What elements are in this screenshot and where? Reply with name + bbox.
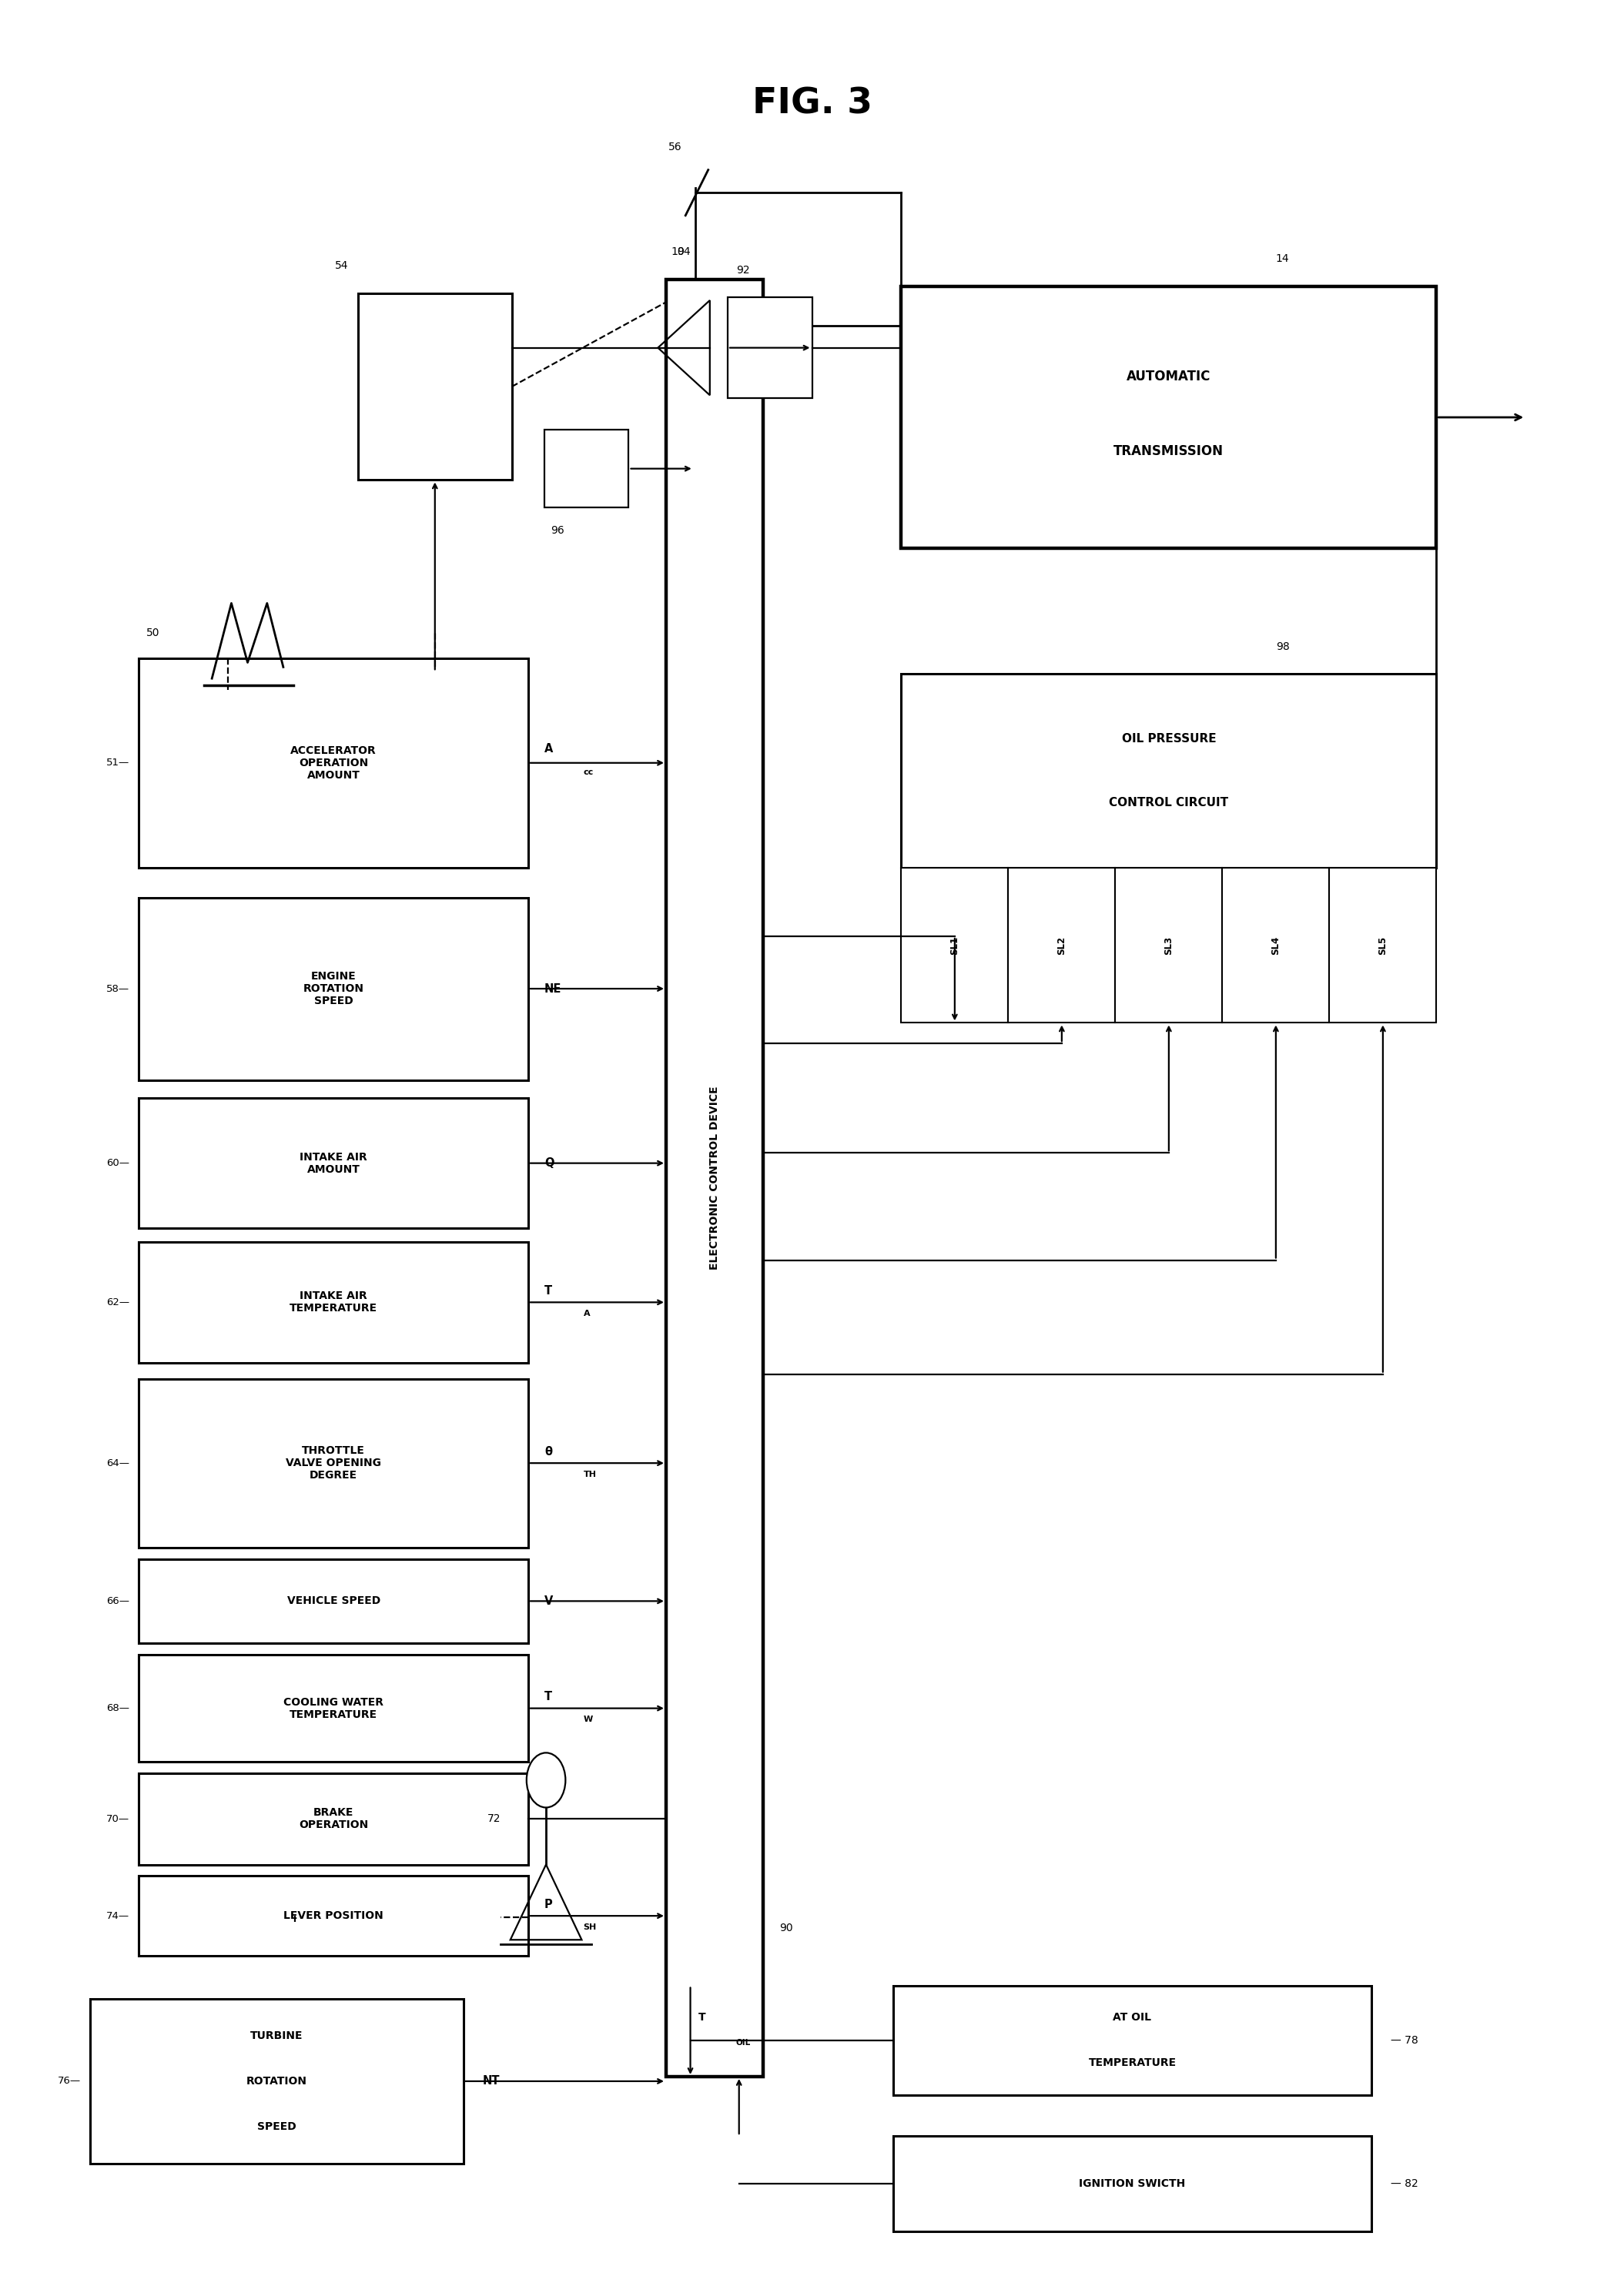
Text: VEHICLE SPEED: VEHICLE SPEED [287, 1596, 380, 1607]
Text: T: T [698, 2011, 706, 2023]
Text: THROTTLE
VALVE OPENING
DEGREE: THROTTLE VALVE OPENING DEGREE [286, 1445, 382, 1482]
Text: LEVER POSITION: LEVER POSITION [284, 1911, 383, 1922]
Bar [140, 1379, 528, 1548]
Text: NT: NT [482, 2075, 500, 2087]
Text: TURBINE: TURBINE [250, 2030, 304, 2041]
Text: 98: 98 [1276, 642, 1289, 653]
Text: INTAKE AIR
AMOUNT: INTAKE AIR AMOUNT [300, 1151, 367, 1176]
Text: 70—: 70— [106, 1815, 130, 1824]
Bar [666, 279, 763, 2078]
Bar [544, 429, 628, 507]
Text: cc: cc [583, 767, 593, 776]
Text: IGNITION SWICTH: IGNITION SWICTH [1078, 2178, 1186, 2189]
Text: 14: 14 [1276, 253, 1289, 265]
Bar [140, 1098, 528, 1228]
Text: SPEED: SPEED [257, 2121, 296, 2132]
Text: θ: θ [544, 1445, 552, 1457]
Text: OIL PRESSURE: OIL PRESSURE [1122, 733, 1216, 744]
Text: 74—: 74— [106, 1911, 130, 1920]
Bar [140, 658, 528, 868]
Bar [1116, 868, 1223, 1023]
Text: 92: 92 [736, 265, 750, 276]
Text: SH: SH [583, 1922, 596, 1931]
Text: — 78: — 78 [1392, 2034, 1418, 2046]
Bar [1009, 868, 1116, 1023]
Text: INTAKE AIR
TEMPERATURE: INTAKE AIR TEMPERATURE [289, 1290, 377, 1315]
Text: Q: Q [544, 1157, 554, 1169]
Text: TH: TH [583, 1470, 596, 1479]
Text: SL1: SL1 [950, 936, 960, 954]
Bar [91, 2000, 463, 2164]
Text: 60—: 60— [106, 1157, 130, 1169]
Bar [893, 2137, 1372, 2233]
Text: V: V [544, 1596, 554, 1607]
Bar [140, 1655, 528, 1762]
Text: SL5: SL5 [1377, 936, 1389, 954]
Text: FIG. 3: FIG. 3 [752, 87, 872, 121]
Bar [140, 1774, 528, 1865]
Bar [901, 868, 1009, 1023]
Text: 56: 56 [669, 142, 682, 153]
Text: A: A [544, 744, 554, 756]
Bar [893, 1986, 1372, 2096]
Text: ENGINE
ROTATION
SPEED: ENGINE ROTATION SPEED [304, 970, 364, 1007]
Text: 90: 90 [780, 1922, 793, 1934]
Text: 94: 94 [677, 247, 690, 258]
Bar [140, 1877, 528, 1957]
Bar [728, 297, 812, 397]
Text: TRANSMISSION: TRANSMISSION [1114, 445, 1224, 459]
Text: A: A [583, 1310, 590, 1317]
Text: 58—: 58— [106, 984, 130, 993]
Text: — 82: — 82 [1392, 2178, 1418, 2189]
Text: ACCELERATOR
OPERATION
AMOUNT: ACCELERATOR OPERATION AMOUNT [291, 744, 377, 781]
Text: NE: NE [544, 984, 562, 995]
Text: 50: 50 [146, 628, 161, 639]
Text: OIL: OIL [736, 2039, 750, 2046]
Text: P: P [544, 1899, 552, 1911]
Text: ROTATION: ROTATION [247, 2075, 307, 2087]
Text: COOLING WATER
TEMPERATURE: COOLING WATER TEMPERATURE [284, 1696, 383, 1719]
Text: 68—: 68— [106, 1703, 130, 1712]
Text: 72: 72 [487, 1813, 500, 1824]
Text: AT OIL: AT OIL [1112, 2011, 1151, 2023]
Bar [140, 1559, 528, 1644]
Text: SL4: SL4 [1272, 936, 1281, 954]
Text: CONTROL CIRCUIT: CONTROL CIRCUIT [1109, 797, 1228, 808]
Circle shape [526, 1753, 565, 1808]
Bar [140, 897, 528, 1080]
Text: W: W [583, 1717, 593, 1724]
Bar [1223, 868, 1330, 1023]
Bar [140, 1242, 528, 1363]
Text: 96: 96 [551, 525, 565, 537]
Text: 54: 54 [335, 260, 348, 272]
Text: SL2: SL2 [1057, 936, 1067, 954]
Text: SL3: SL3 [1164, 936, 1174, 954]
Text: T: T [544, 1692, 552, 1703]
Text: 10: 10 [671, 247, 684, 258]
Bar [357, 292, 512, 479]
Text: T: T [544, 1285, 552, 1297]
Text: 51—: 51— [106, 758, 130, 767]
Text: TEMPERATURE: TEMPERATURE [1088, 2057, 1176, 2068]
Text: AUTOMATIC: AUTOMATIC [1127, 370, 1212, 384]
Text: ELECTRONIC CONTROL DEVICE: ELECTRONIC CONTROL DEVICE [710, 1087, 719, 1269]
Text: 64—: 64— [106, 1459, 130, 1468]
Bar [1330, 868, 1436, 1023]
Bar [901, 285, 1436, 548]
Bar [901, 673, 1436, 868]
Text: 76—: 76— [57, 2075, 81, 2087]
Text: 62—: 62— [106, 1297, 130, 1308]
Text: 66—: 66— [106, 1596, 130, 1607]
Text: BRAKE
OPERATION: BRAKE OPERATION [299, 1808, 369, 1831]
